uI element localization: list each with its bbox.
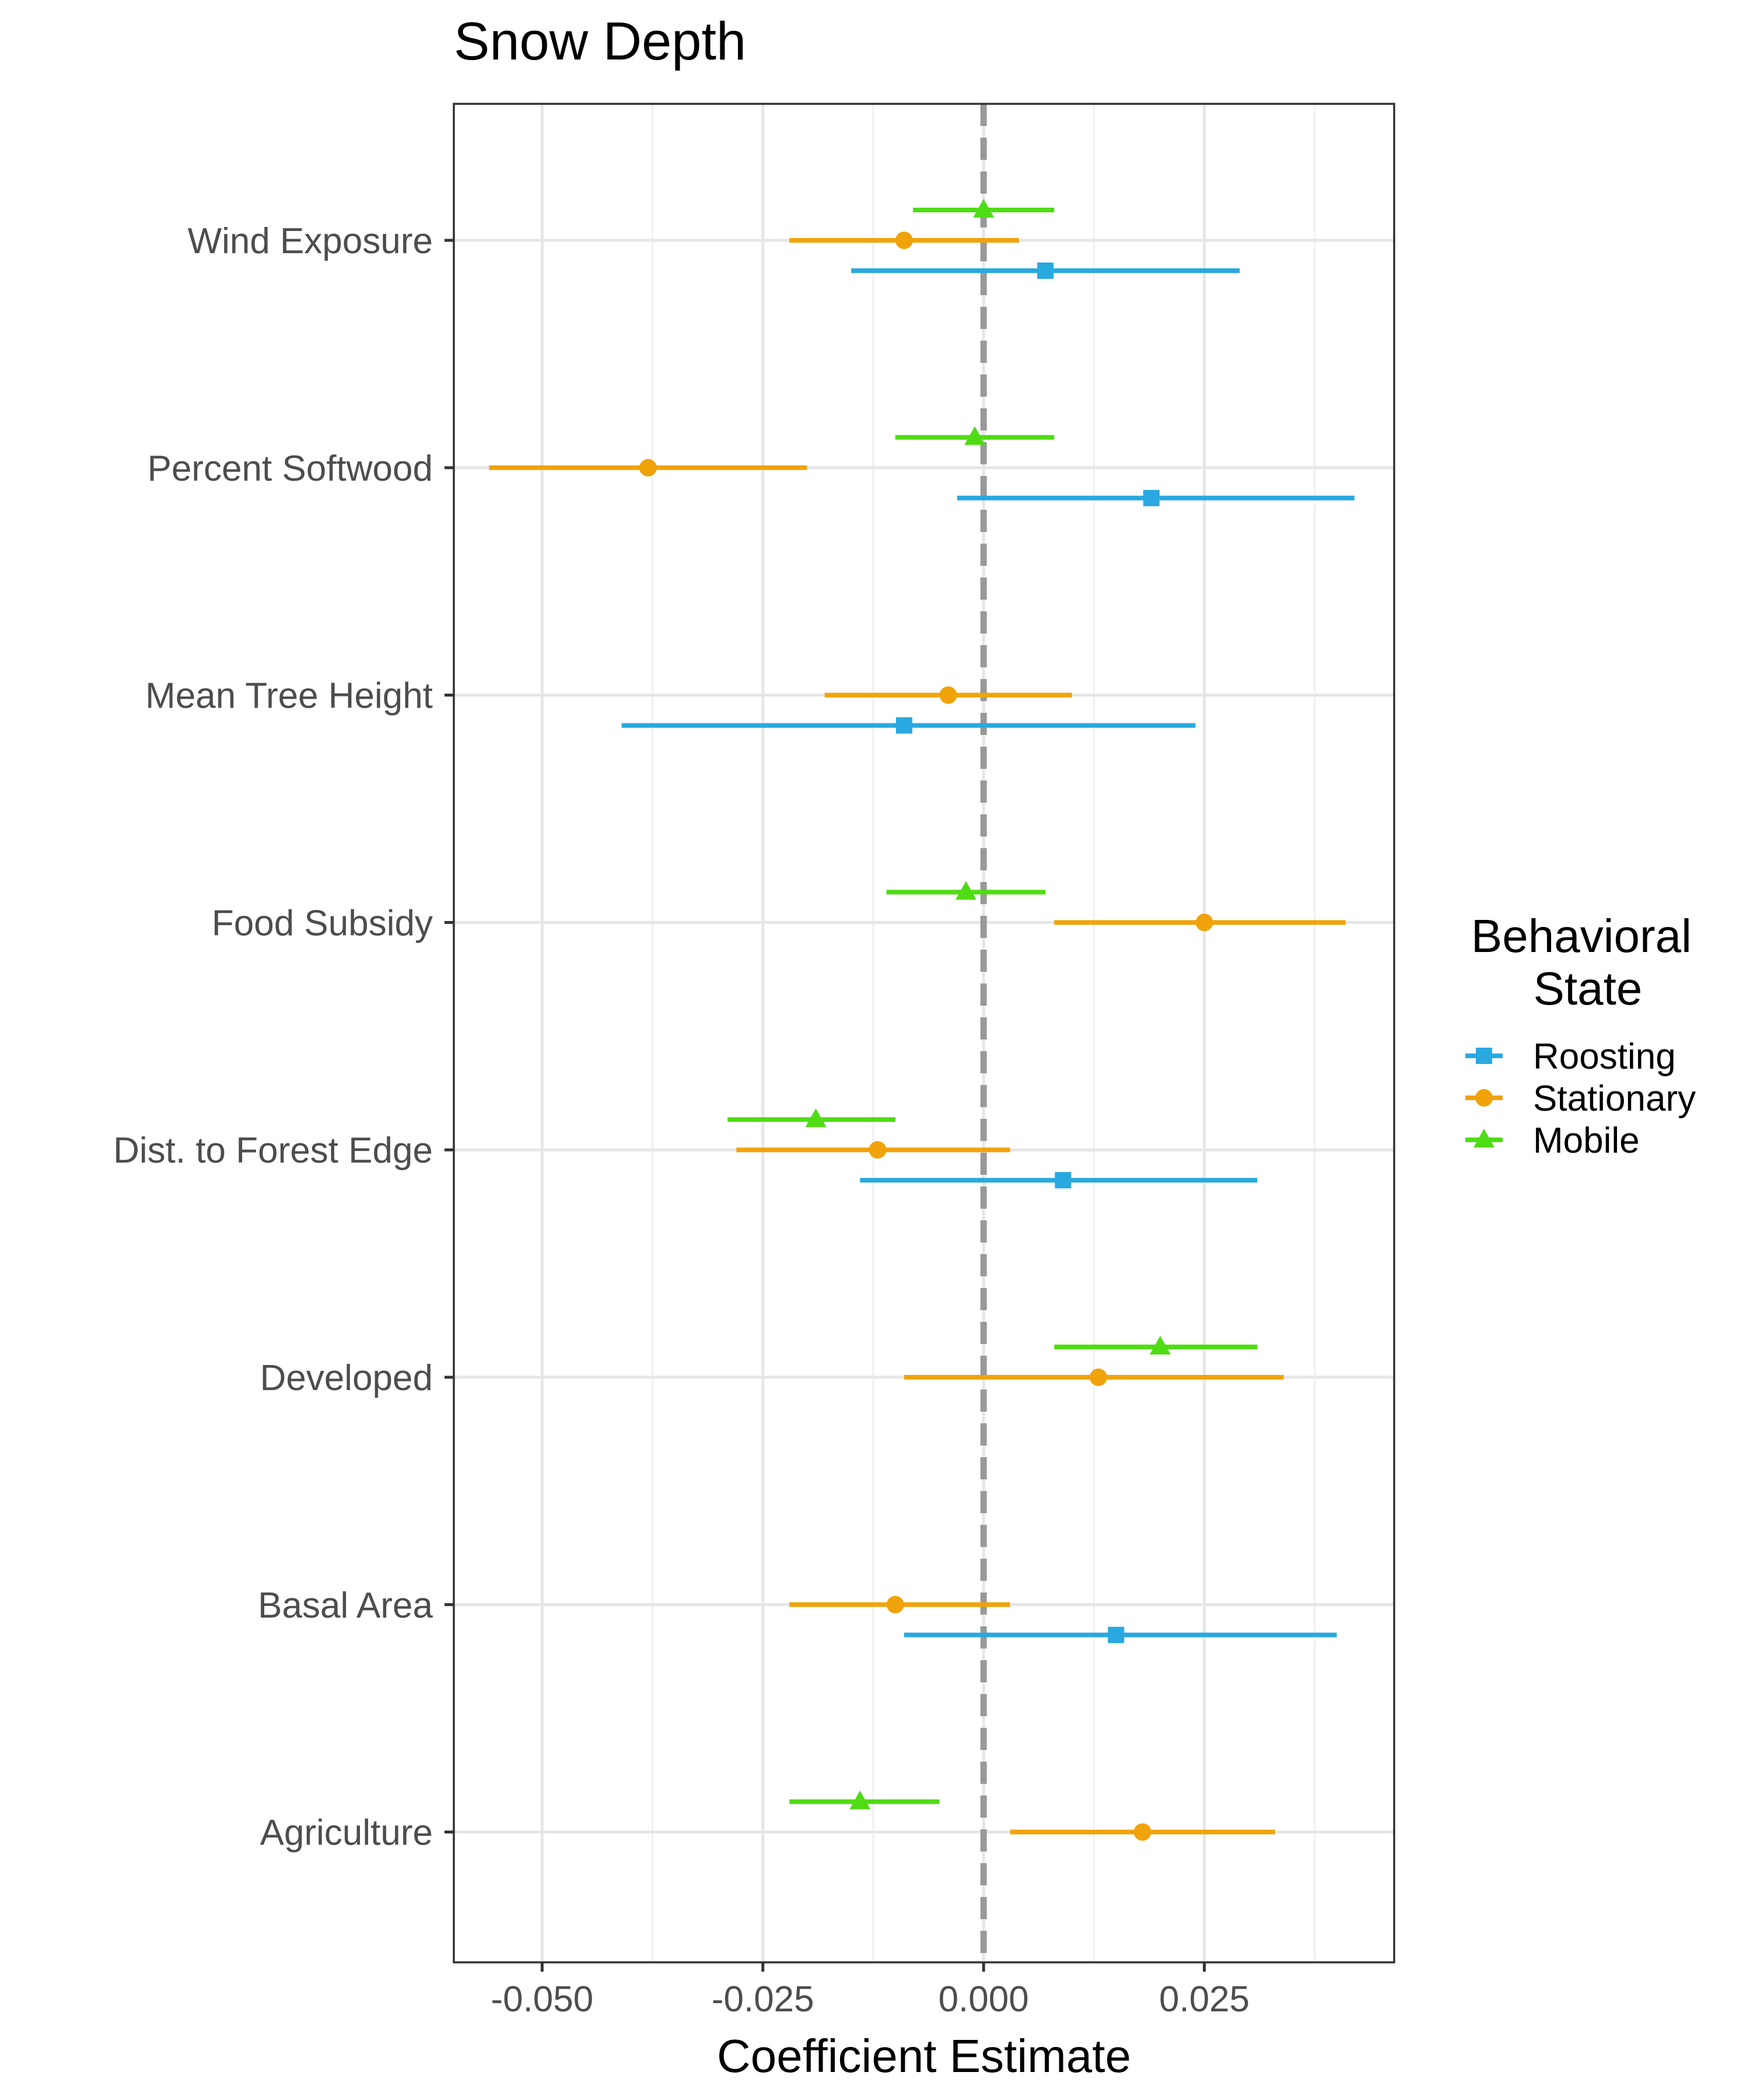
y-axis: Wind Exposure Percent Softwood Mean Tree H…: [113, 221, 454, 1853]
x-tick-label: 0.000: [939, 1979, 1029, 2020]
point-stationary: [869, 1141, 887, 1159]
y-tick-label: Agriculture: [260, 1813, 433, 1853]
legend-key-marker: [1476, 1048, 1492, 1064]
point-stationary: [895, 232, 913, 249]
legend-key-marker: [1475, 1089, 1493, 1107]
y-tick-label: Dist. to Forest Edge: [113, 1130, 433, 1171]
x-tick-label: 0.025: [1159, 1979, 1250, 2020]
series-group: [489, 199, 1354, 1841]
point-roosting: [1143, 489, 1160, 506]
point-roosting: [895, 717, 912, 734]
x-tick-label: -0.025: [712, 1979, 814, 2020]
legend-key-marker: [1474, 1129, 1494, 1147]
legend: Behavioral State RoostingStationaryMobil…: [1465, 910, 1704, 1161]
legend-label: Mobile: [1533, 1121, 1640, 1161]
point-stationary: [1133, 1823, 1152, 1841]
point-roosting: [1108, 1626, 1125, 1643]
legend-item-roosting: Roosting: [1465, 1037, 1676, 1077]
y-tick-label: Basal Area: [258, 1586, 433, 1626]
series-roosting: [621, 262, 1354, 1643]
point-stationary: [939, 686, 957, 704]
point-mobile: [805, 1108, 827, 1128]
legend-item-stationary: Stationary: [1465, 1079, 1696, 1119]
series-stationary: [489, 232, 1346, 1841]
series-mobile: [727, 199, 1258, 1810]
plot-panel-border: [453, 103, 1395, 1964]
point-stationary: [1195, 914, 1213, 932]
point-mobile: [964, 426, 986, 445]
point-stationary: [886, 1595, 904, 1614]
point-mobile: [955, 881, 977, 900]
point-mobile: [849, 1790, 871, 1810]
legend-label: Stationary: [1533, 1079, 1696, 1119]
y-tick-label: Mean Tree Height: [145, 676, 433, 716]
x-axis-label: Coefficient Estimate: [717, 2030, 1131, 2082]
point-stationary: [639, 459, 657, 477]
y-tick-label: Developed: [260, 1358, 433, 1398]
legend-title-line-2: State: [1534, 963, 1643, 1014]
point-roosting: [1055, 1172, 1072, 1189]
point-stationary: [1089, 1368, 1107, 1386]
x-axis: -0.050 -0.025 0.000 0.025: [491, 1962, 1250, 2020]
chart-title: Snow Depth: [454, 12, 746, 71]
y-tick-label: Percent Softwood: [148, 449, 433, 489]
point-roosting: [1037, 262, 1054, 279]
legend-title-line-1: Behavioral: [1471, 910, 1692, 962]
y-tick-label: Wind Exposure: [188, 221, 433, 261]
legend-label: Roosting: [1533, 1037, 1676, 1077]
legend-item-mobile: Mobile: [1465, 1121, 1640, 1161]
point-mobile: [973, 199, 995, 218]
point-mobile: [1149, 1336, 1171, 1354]
y-tick-label: Food Subsidy: [212, 903, 433, 943]
legend-title: Behavioral State: [1471, 910, 1704, 1014]
x-tick-label: -0.050: [491, 1979, 593, 2020]
